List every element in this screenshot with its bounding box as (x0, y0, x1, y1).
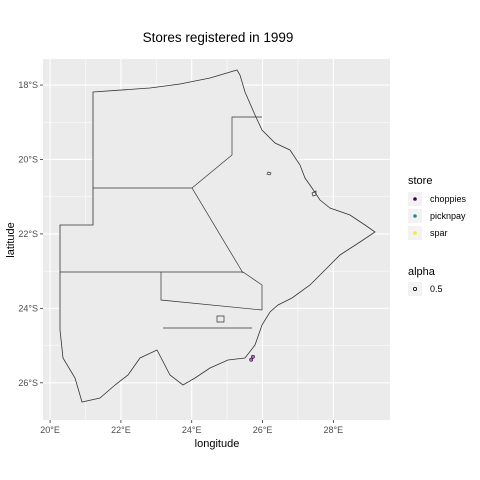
y-axis-title: latitude (5, 222, 17, 257)
y-tick-label: 20°S (18, 154, 38, 164)
x-tick-label: 22°E (111, 425, 131, 435)
legend-alpha-title: alpha (408, 266, 436, 278)
legend-key-choppies (413, 197, 417, 201)
legend-key-spar (413, 231, 417, 235)
x-tick-label: 24°E (182, 425, 202, 435)
legend-label-picknpay: picknpay (430, 211, 466, 221)
x-tick-label: 20°E (40, 425, 60, 435)
legend-store-title: store (408, 175, 432, 187)
y-tick-label: 18°S (18, 80, 38, 90)
x-tick-label: 26°E (253, 425, 273, 435)
store-point-choppies (251, 355, 254, 358)
y-tick-label: 26°S (18, 378, 38, 388)
legend-label-choppies: choppies (430, 194, 467, 204)
y-axis: 18°S 20°S 22°S 24°S 26°S (18, 80, 43, 388)
legend-store-items: choppies picknpay spar (408, 192, 467, 240)
legend-key-bg (408, 282, 422, 296)
x-axis-title: longitude (195, 438, 240, 450)
plot-title: Stores registered in 1999 (143, 30, 294, 45)
y-tick-label: 24°S (18, 303, 38, 313)
store-point-choppies (250, 358, 253, 361)
y-tick-label: 22°S (18, 229, 38, 239)
x-tick-label: 28°E (324, 425, 344, 435)
legend-alpha-items: 0.5 (408, 282, 443, 296)
legend: store choppies picknpay spar alpha 0.5 (408, 175, 467, 296)
legend-key-picknpay (413, 214, 417, 218)
x-axis: 20°E 22°E 24°E 26°E 28°E (40, 420, 343, 435)
legend-label-spar: spar (430, 228, 448, 238)
legend-alpha-label: 0.5 (430, 284, 443, 294)
